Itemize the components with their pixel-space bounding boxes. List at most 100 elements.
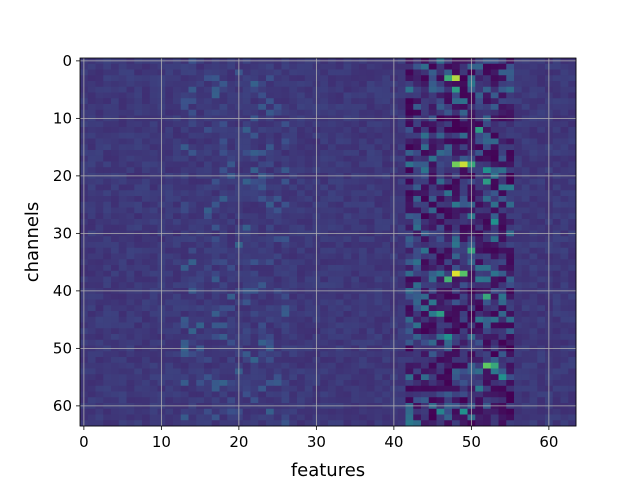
heatmap-cell [87,299,96,306]
heatmap-cell [258,104,267,111]
heatmap-cell [95,184,104,191]
heatmap-cell [142,178,151,185]
heatmap-cell [382,92,391,99]
heatmap-cell [436,351,445,358]
heatmap-cell [421,144,430,151]
heatmap-cell [227,219,236,226]
heatmap-cell [250,397,259,404]
heatmap-cell [529,247,538,254]
heatmap-cell [343,81,352,88]
heatmap-cell [343,213,352,220]
heatmap-cell [498,236,507,243]
heatmap-cell [242,104,251,111]
heatmap-cell [227,190,236,197]
heatmap-cell [165,408,174,415]
heatmap-cell [219,270,228,277]
heatmap-cell [351,253,360,260]
heatmap-cell [250,374,259,381]
heatmap-cell [266,86,275,93]
heatmap-cell [103,351,112,358]
heatmap-cell [273,299,282,306]
heatmap-cell [483,328,492,335]
heatmap-cell [405,178,414,185]
heatmap-cell [552,167,561,174]
heatmap-cell [366,201,375,208]
heatmap-cell [95,178,104,185]
heatmap-cell [227,242,236,249]
heatmap-cell [281,236,290,243]
heatmap-cell [506,144,515,151]
heatmap-cell [165,265,174,272]
heatmap-cell [87,397,96,404]
heatmap-cell [335,276,344,283]
heatmap-cell [436,311,445,318]
heatmap-cell [514,196,523,203]
heatmap-cell [537,155,546,162]
heatmap-cell [374,253,383,260]
heatmap-cell [204,196,213,203]
heatmap-cell [281,276,290,283]
heatmap-cell [537,98,546,105]
heatmap-cell [568,322,577,329]
heatmap-cell [359,408,368,415]
heatmap-cell [289,63,298,70]
heatmap-cell [506,374,515,381]
heatmap-cell [475,328,484,335]
heatmap-cell [87,213,96,220]
heatmap-cell [250,316,259,323]
heatmap-cell [537,397,546,404]
heatmap-cell [180,414,189,421]
heatmap-cell [297,138,306,145]
heatmap-cell [320,81,329,88]
heatmap-cell [211,92,220,99]
heatmap-cell [359,190,368,197]
heatmap-cell [506,242,515,249]
heatmap-cell [196,282,205,289]
heatmap-cell [436,98,445,105]
heatmap-cell [475,247,484,254]
heatmap-cell [483,184,492,191]
heatmap-cell [250,311,259,318]
heatmap-cell [273,253,282,260]
heatmap-cell [142,408,151,415]
heatmap-cell [436,270,445,277]
heatmap-cell [165,144,174,151]
heatmap-cell [514,351,523,358]
heatmap-cell [498,127,507,134]
heatmap-cell [490,63,499,70]
heatmap-cell [413,109,422,116]
heatmap-cell [281,69,290,76]
heatmap-cell [273,305,282,312]
heatmap-cell [289,276,298,283]
heatmap-cell [134,253,143,260]
heatmap-cell [335,380,344,387]
heatmap-cell [382,242,391,249]
heatmap-cell [366,224,375,231]
heatmap-cell [165,86,174,93]
heatmap-cell [335,408,344,415]
heatmap-cell [382,265,391,272]
heatmap-cell [366,92,375,99]
heatmap-cell [359,351,368,358]
heatmap-cell [258,75,267,82]
heatmap-cell [498,391,507,398]
heatmap-cell [258,109,267,116]
heatmap-cell [335,236,344,243]
heatmap-cell [529,420,538,427]
heatmap-cell [351,98,360,105]
heatmap-cell [320,224,329,231]
heatmap-cell [173,178,182,185]
heatmap-cell [521,207,530,214]
heatmap-cell [273,219,282,226]
heatmap-cell [219,259,228,266]
heatmap-cell [366,81,375,88]
heatmap-cell [320,311,329,318]
heatmap-cell [421,368,430,375]
heatmap-cell [87,207,96,214]
heatmap-cell [514,207,523,214]
heatmap-cell [351,391,360,398]
heatmap-cell [188,368,197,375]
heatmap-cell [421,190,430,197]
heatmap-cell [490,374,499,381]
heatmap-cell [568,109,577,116]
